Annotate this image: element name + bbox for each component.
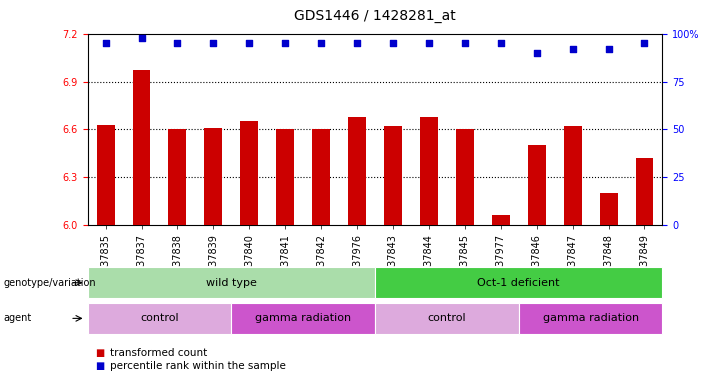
Point: [280, 40, 291, 46]
Text: control: control: [140, 314, 179, 323]
Bar: [240, 122, 258, 225]
Point: [172, 40, 183, 46]
Bar: [384, 126, 402, 225]
Text: gamma radiation: gamma radiation: [255, 314, 351, 323]
Text: agent: agent: [4, 314, 32, 323]
Text: control: control: [428, 314, 466, 323]
Bar: [205, 128, 222, 225]
Text: genotype/variation: genotype/variation: [4, 278, 96, 288]
Bar: [456, 129, 474, 225]
Text: ■: ■: [95, 348, 104, 358]
Bar: [599, 193, 618, 225]
Point: [603, 46, 614, 52]
Bar: [348, 117, 366, 225]
Text: wild type: wild type: [206, 278, 257, 288]
Text: transformed count: transformed count: [110, 348, 207, 358]
Bar: [528, 146, 545, 225]
Text: percentile rank within the sample: percentile rank within the sample: [110, 361, 286, 370]
Text: Oct-1 deficient: Oct-1 deficient: [477, 278, 560, 288]
Bar: [312, 129, 330, 225]
Bar: [168, 129, 186, 225]
Text: GDS1446 / 1428281_at: GDS1446 / 1428281_at: [294, 9, 456, 23]
Point: [423, 40, 435, 46]
Text: gamma radiation: gamma radiation: [543, 314, 639, 323]
Point: [136, 34, 147, 40]
Bar: [132, 70, 151, 225]
Point: [244, 40, 255, 46]
Text: ■: ■: [95, 361, 104, 370]
Point: [567, 46, 578, 52]
Bar: [420, 117, 438, 225]
Point: [207, 40, 219, 46]
Point: [495, 40, 506, 46]
Point: [351, 40, 362, 46]
Bar: [276, 129, 294, 225]
Bar: [97, 124, 114, 225]
Point: [531, 50, 543, 56]
Bar: [564, 126, 582, 225]
Point: [459, 40, 470, 46]
Point: [388, 40, 399, 46]
Point: [639, 40, 650, 46]
Bar: [636, 158, 653, 225]
Point: [315, 40, 327, 46]
Bar: [492, 216, 510, 225]
Point: [100, 40, 111, 46]
